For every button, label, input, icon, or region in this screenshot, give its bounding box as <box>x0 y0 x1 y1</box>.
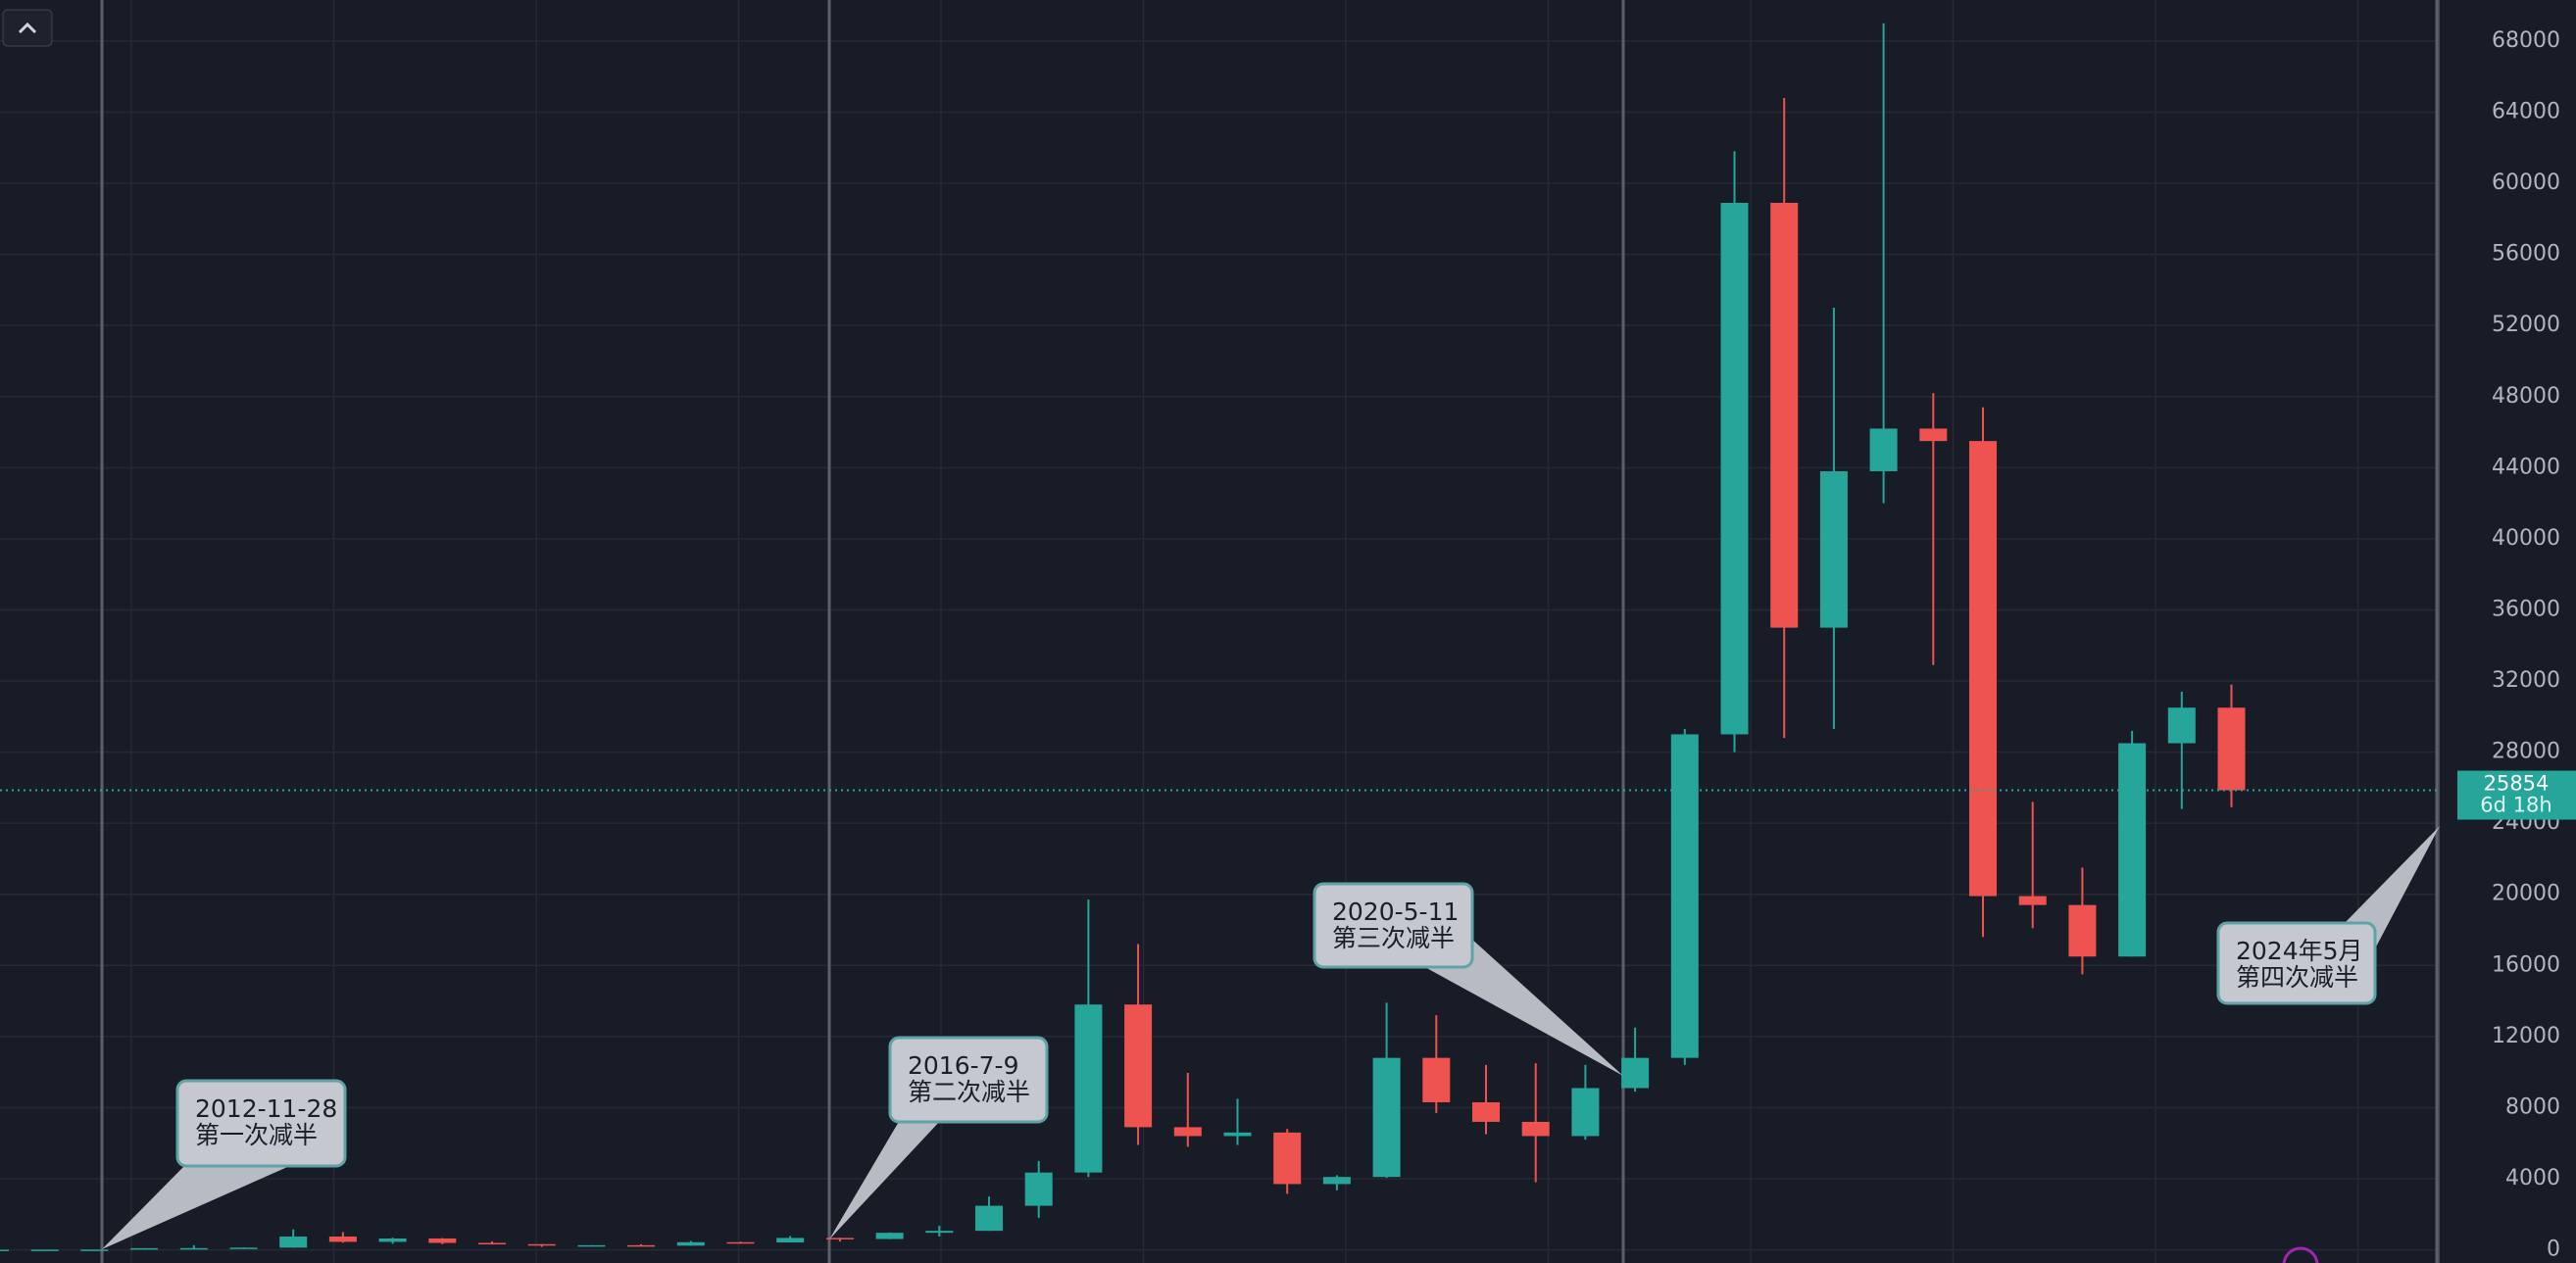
callout-box <box>175 1079 347 1168</box>
callout-box <box>1313 882 1474 969</box>
y-tick-label: 56000 <box>2492 242 2560 267</box>
y-tick-label: 36000 <box>2492 597 2560 621</box>
callout-pointer <box>2343 826 2440 952</box>
candle-body <box>825 1238 854 1239</box>
y-tick-label: 60000 <box>2492 170 2560 195</box>
callout-label: 第四次减半 <box>2236 963 2358 992</box>
candle-body <box>1472 1101 1500 1122</box>
callout-box <box>888 1036 1049 1124</box>
callout-label: 第三次减半 <box>1332 924 1455 952</box>
candle-body <box>875 1233 904 1239</box>
candle-body <box>925 1231 954 1234</box>
candle-body <box>1024 1172 1053 1206</box>
candle-body <box>1770 203 1799 628</box>
callout-date: 2024年5月 <box>2236 937 2363 965</box>
callout-pointer <box>102 1164 294 1249</box>
indicator-icon[interactable] <box>2282 1246 2319 1263</box>
candle-body <box>2068 904 2097 957</box>
y-tick-label: 0 <box>2547 1238 2560 1262</box>
callout-label: 第一次减半 <box>195 1121 318 1149</box>
candle-body <box>378 1238 407 1242</box>
candle-body <box>975 1205 1003 1232</box>
candle-body <box>1322 1177 1351 1185</box>
candle-body <box>1720 203 1749 735</box>
y-tick-label: 68000 <box>2492 28 2560 53</box>
y-tick-label: 48000 <box>2492 384 2560 409</box>
callout-label: 第二次减半 <box>908 1078 1030 1106</box>
candle-body <box>1124 1004 1153 1128</box>
candle-body <box>1819 470 1848 628</box>
candle-body <box>776 1238 805 1243</box>
y-tick-label: 28000 <box>2492 740 2560 764</box>
candle-body <box>1173 1127 1202 1137</box>
callout-date: 2012-11-28 <box>195 1094 337 1123</box>
y-tick-label: 32000 <box>2492 668 2560 693</box>
y-tick-label: 4000 <box>2505 1166 2560 1190</box>
callout-date: 2020-5-11 <box>1332 898 1459 926</box>
price-label-box <box>2457 770 2576 820</box>
candle-body <box>1422 1057 1451 1102</box>
candle-body <box>328 1236 357 1242</box>
candle-body <box>676 1241 705 1246</box>
candle-body <box>726 1241 755 1244</box>
candle-body <box>1223 1132 1252 1137</box>
candle-body <box>130 1247 159 1250</box>
countdown-label: 6d 18h <box>2480 794 2551 817</box>
callout-date: 2016-7-9 <box>908 1051 1018 1080</box>
collapse-icon <box>18 22 37 34</box>
y-tick-label: 64000 <box>2492 99 2560 123</box>
y-tick-label: 12000 <box>2492 1024 2560 1048</box>
candle-body <box>2167 707 2196 744</box>
candle-body <box>0 1249 9 1251</box>
candle-body <box>428 1238 457 1243</box>
candle-body <box>279 1236 308 1248</box>
y-tick-label: 52000 <box>2492 313 2560 337</box>
candle-body <box>478 1242 506 1244</box>
candles <box>0 23 2246 1251</box>
y-tick-label: 44000 <box>2492 455 2560 479</box>
price-label: 25854 <box>2484 772 2550 796</box>
candle-body <box>1372 1057 1401 1178</box>
y-tick-label: 20000 <box>2492 882 2560 906</box>
candle-body <box>1521 1121 1550 1137</box>
candle-body <box>1621 1057 1650 1089</box>
y-tick-label: 8000 <box>2505 1094 2560 1119</box>
candle-body <box>1571 1088 1600 1137</box>
candle-body <box>179 1247 208 1250</box>
candle-body <box>1074 1004 1103 1173</box>
candle-body <box>577 1244 606 1247</box>
y-tick-label: 40000 <box>2492 526 2560 551</box>
candle-body <box>229 1247 258 1249</box>
y-tick-label: 16000 <box>2492 952 2560 977</box>
collapse-button[interactable] <box>2 9 53 47</box>
candle-body <box>527 1243 556 1246</box>
callout-pointer <box>829 1120 941 1239</box>
candle-body <box>2217 707 2246 791</box>
candle-body <box>1670 734 1699 1058</box>
candle-body <box>1869 428 1898 471</box>
candle-body <box>1969 441 1997 897</box>
candle-body <box>2118 743 2147 957</box>
candle-body <box>627 1244 656 1247</box>
candle-body <box>2018 896 2047 905</box>
callout-pointer <box>1421 938 1623 1076</box>
candle-body <box>30 1249 59 1251</box>
candle-body <box>80 1249 109 1251</box>
candle-body <box>1273 1132 1302 1185</box>
callout-box <box>2216 921 2377 1005</box>
candle-body <box>1919 428 1948 442</box>
